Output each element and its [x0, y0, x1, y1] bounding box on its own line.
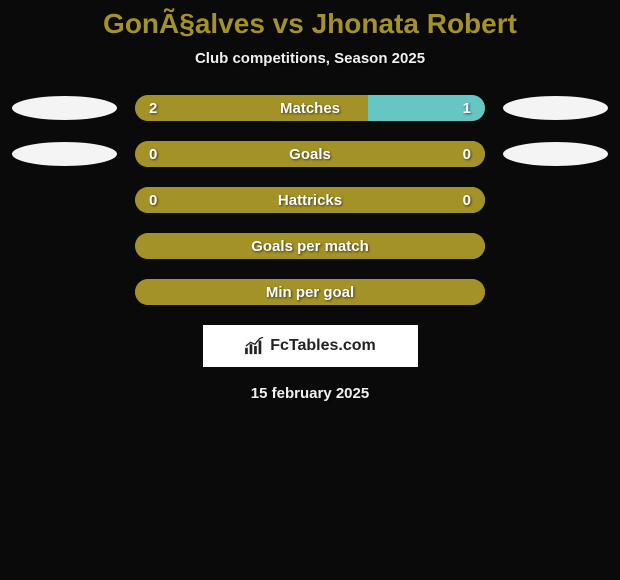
right-pill	[503, 234, 608, 258]
stat-row: 2 1 Matches	[0, 95, 620, 121]
stat-bar: Min per goal	[135, 279, 485, 305]
bar-right-value: 1	[463, 100, 471, 117]
left-pill	[12, 280, 117, 304]
logo-text: FcTables.com	[270, 337, 376, 355]
chart-icon	[244, 337, 266, 355]
left-pill	[12, 142, 117, 166]
stat-row: Goals per match	[0, 233, 620, 259]
left-pill	[12, 234, 117, 258]
bar-left-value: 2	[149, 100, 157, 117]
stat-row: 0 0 Hattricks	[0, 187, 620, 213]
stat-rows: 2 1 Matches 0 0 Goals 0 0 Hattricks Goals per mat…	[0, 95, 620, 305]
bar-left-value: 0	[149, 146, 157, 163]
right-pill	[503, 188, 608, 212]
stat-bar: 0 0 Goals	[135, 141, 485, 167]
stat-bar: Goals per match	[135, 233, 485, 259]
bar-label: Hattricks	[278, 192, 342, 209]
bar-label: Matches	[280, 100, 340, 117]
right-pill	[503, 96, 608, 120]
subtitle: Club competitions, Season 2025	[0, 50, 620, 67]
date-label: 15 february 2025	[0, 385, 620, 402]
left-pill	[12, 188, 117, 212]
bar-left-value: 0	[149, 192, 157, 209]
logo-box[interactable]: FcTables.com	[203, 325, 418, 367]
right-pill	[503, 142, 608, 166]
stat-bar: 2 1 Matches	[135, 95, 485, 121]
right-pill	[503, 280, 608, 304]
page-title: GonÃ§alves vs Jhonata Robert	[0, 8, 620, 40]
bar-label: Min per goal	[266, 284, 354, 301]
left-pill	[12, 96, 117, 120]
stat-row: 0 0 Goals	[0, 141, 620, 167]
stat-row: Min per goal	[0, 279, 620, 305]
bar-label: Goals per match	[251, 238, 369, 255]
bar-right-value: 0	[463, 192, 471, 209]
bar-right-value: 0	[463, 146, 471, 163]
bar-label: Goals	[289, 146, 331, 163]
stat-bar: 0 0 Hattricks	[135, 187, 485, 213]
stats-container: GonÃ§alves vs Jhonata Robert Club compet…	[0, 0, 620, 402]
